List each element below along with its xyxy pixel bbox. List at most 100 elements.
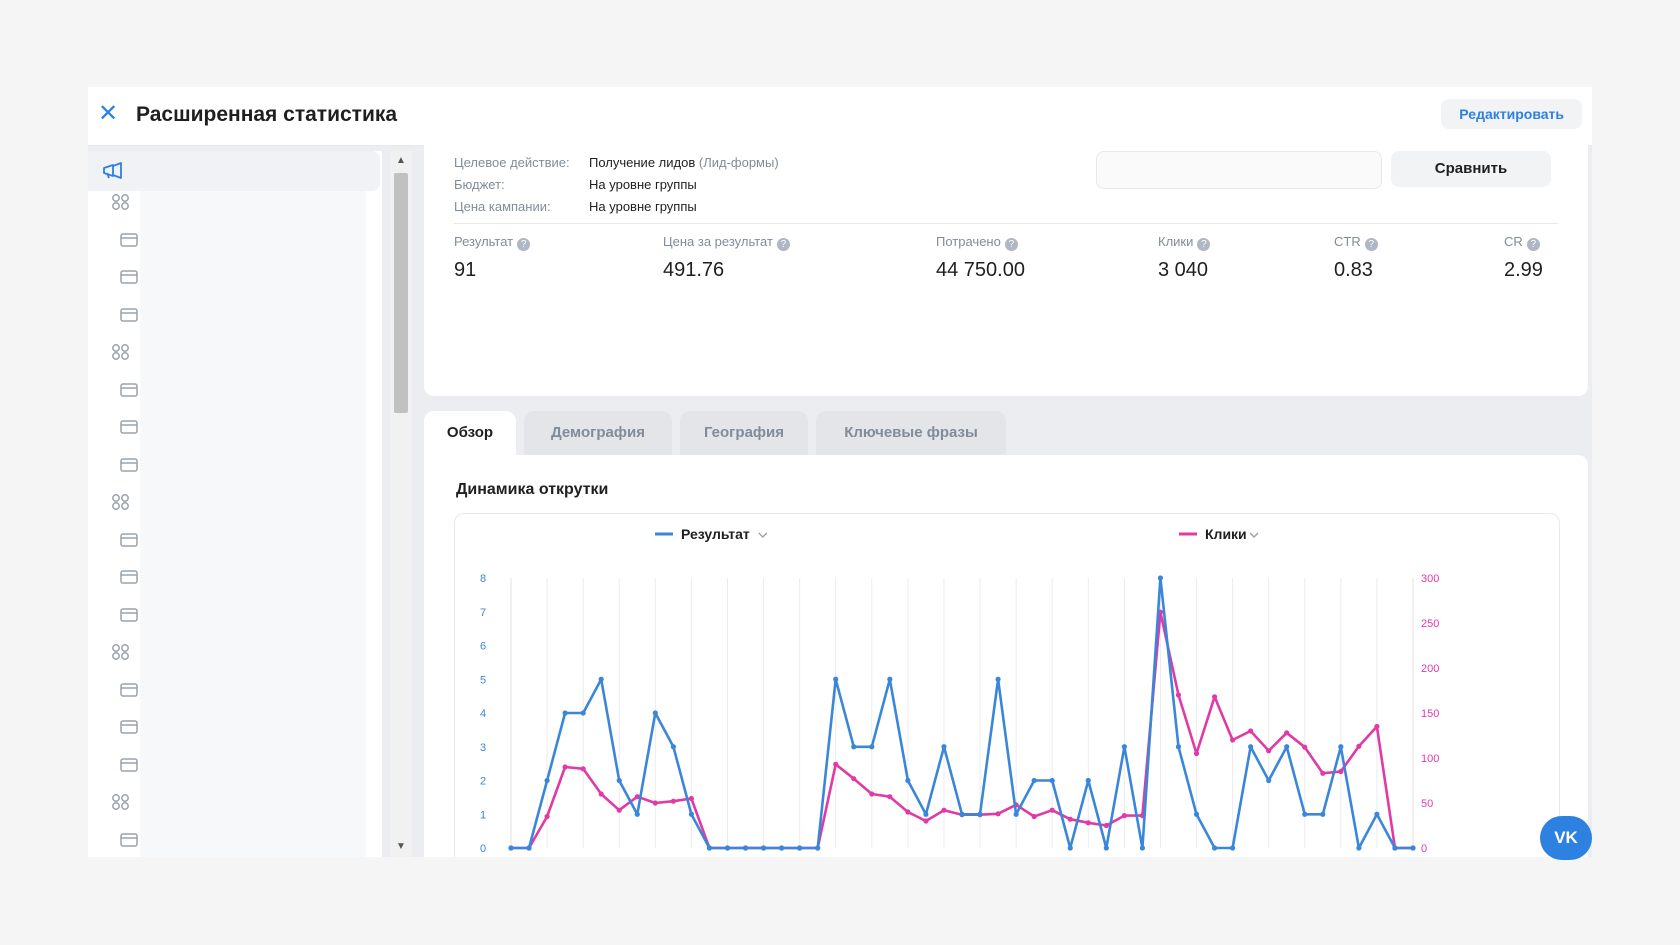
sidebar-item-ad[interactable] <box>114 412 144 442</box>
x-tick-label: 21 дек <box>1206 856 1235 857</box>
scrollbar[interactable]: ▲ ▼ <box>390 151 412 857</box>
campaign-price-label: Цена кампании: <box>454 199 551 214</box>
data-point-result <box>1374 811 1380 817</box>
data-point-clicks <box>941 807 947 813</box>
sidebar-item-group[interactable] <box>106 787 136 817</box>
y-right-tick-label: 150 <box>1421 708 1439 720</box>
sidebar-item-ad[interactable] <box>114 450 144 480</box>
tab-geography[interactable]: География <box>680 411 808 455</box>
y-left-tick-label: 8 <box>480 573 486 585</box>
data-point-result <box>1356 845 1362 851</box>
ad-card-icon <box>120 307 138 322</box>
sidebar-item-group[interactable] <box>106 187 136 217</box>
edit-button[interactable]: Редактировать <box>1441 99 1582 129</box>
group-grid-icon <box>112 194 129 210</box>
sidebar-item-ad[interactable] <box>114 562 144 592</box>
data-point-clicks <box>1211 694 1218 700</box>
data-point-clicks <box>1338 768 1344 775</box>
page-title: Расширенная статистика <box>136 103 398 126</box>
data-point-result <box>1049 777 1055 784</box>
data-point-result <box>1248 744 1254 750</box>
data-point-result <box>688 811 694 817</box>
chart-card: Динамика открутки 0 1 2 3 4 5 6 7 8 0 50 100 150 200 2… <box>424 455 1588 857</box>
sidebar-item-campaign[interactable] <box>88 151 380 191</box>
x-tick-label: 19 дек <box>1170 856 1199 857</box>
ad-card-icon <box>120 757 138 772</box>
y-left-tick-label: 0 <box>480 843 486 855</box>
data-point-result <box>1121 744 1127 750</box>
data-point-result <box>815 845 821 851</box>
sidebar-item-group[interactable] <box>106 337 136 367</box>
sidebar-item-ad[interactable] <box>114 600 144 630</box>
y-left-tick-label: 7 <box>480 607 486 619</box>
data-point-result <box>1392 845 1398 851</box>
x-tick-label: 7 дек <box>957 856 982 857</box>
x-tick-label: 23 нояб <box>696 855 730 857</box>
y-left-tick-label: 6 <box>480 641 486 653</box>
data-point-clicks <box>688 795 694 802</box>
group-grid-icon <box>112 794 129 810</box>
y-left-tick-label: 3 <box>480 742 486 754</box>
x-tick-label: 17 дек <box>1134 856 1163 857</box>
scroll-up-icon[interactable]: ▲ <box>396 155 406 166</box>
data-point-result <box>1320 811 1326 817</box>
data-point-result <box>1230 845 1236 851</box>
data-point-clicks <box>652 800 658 806</box>
scroll-thumb[interactable] <box>394 173 408 413</box>
compare-button[interactable]: Сравнить <box>1391 151 1551 187</box>
sidebar-item-ad[interactable] <box>114 525 144 555</box>
help-icon[interactable]: ? <box>1526 238 1540 251</box>
sidebar-item-ad[interactable] <box>114 262 144 292</box>
sidebar-item-ad[interactable] <box>114 300 144 330</box>
data-point-result <box>526 845 532 851</box>
x-tick-label: 29 дек <box>1350 856 1379 857</box>
x-tick-label: 23 дек <box>1242 856 1271 857</box>
x-tick-label: 17 нояб <box>587 855 621 857</box>
data-point-result <box>1067 845 1073 851</box>
data-point-result <box>742 845 749 851</box>
tab-overview[interactable]: Обзор <box>424 411 516 455</box>
data-point-clicks <box>1320 770 1326 776</box>
tab-keywords[interactable]: Ключевые фразы <box>816 411 1006 455</box>
data-point-clicks <box>1284 730 1290 736</box>
ad-card-icon <box>120 232 138 247</box>
sidebar-item-group[interactable] <box>106 637 136 667</box>
data-point-clicks <box>1049 807 1055 813</box>
help-icon[interactable]: ? <box>1004 238 1018 251</box>
tab-demography[interactable]: Демография <box>524 411 672 455</box>
x-tick-label: 1 дек <box>849 856 874 857</box>
data-point-clicks <box>562 764 568 770</box>
data-point-clicks <box>1193 750 1200 757</box>
ad-card-icon <box>120 532 138 547</box>
data-point-clicks <box>616 807 622 813</box>
scroll-down-icon[interactable]: ▼ <box>396 841 406 852</box>
x-tick-label: 27 нояб <box>768 855 802 857</box>
sidebar-item-ad[interactable] <box>114 375 144 405</box>
sidebar-item-ad[interactable] <box>114 225 144 255</box>
data-point-clicks <box>1067 816 1073 822</box>
legend-label: Клики <box>1205 526 1247 542</box>
y-right-tick-label: 50 <box>1421 798 1433 810</box>
vk-logo-button[interactable]: VK <box>1540 816 1592 860</box>
chevron-down-icon <box>1249 532 1259 538</box>
chart-title: Динамика открутки <box>456 481 609 498</box>
help-icon[interactable]: ? <box>517 238 531 251</box>
sidebar-item-ad[interactable] <box>114 750 144 780</box>
x-tick-label: 21 нояб <box>659 855 693 857</box>
help-icon[interactable]: ? <box>1364 238 1378 251</box>
help-icon[interactable]: ? <box>1197 238 1211 251</box>
data-point-clicks <box>995 811 1001 817</box>
sidebar-item-ad[interactable] <box>114 675 144 705</box>
date-range-field[interactable] <box>1096 151 1382 189</box>
data-point-result <box>1193 811 1200 817</box>
sidebar-item-ad[interactable] <box>114 825 144 855</box>
x-tick-label: 31 дек <box>1386 856 1415 857</box>
data-point-clicks <box>923 818 929 824</box>
sidebar-item-group[interactable] <box>106 487 136 517</box>
data-point-clicks <box>1175 692 1182 698</box>
close-icon[interactable]: ✕ <box>97 100 119 127</box>
sidebar-item-ad[interactable] <box>114 712 144 742</box>
help-icon[interactable]: ? <box>776 238 790 251</box>
data-point-result <box>598 676 604 682</box>
sidebar <box>88 151 382 857</box>
